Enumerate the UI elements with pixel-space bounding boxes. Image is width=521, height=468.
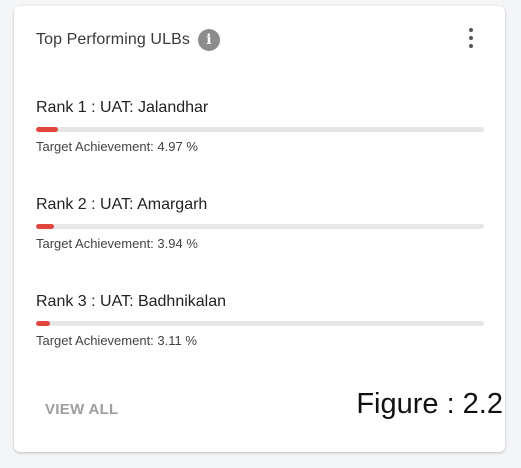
progress-fill [36, 127, 59, 132]
progress-track [36, 321, 484, 326]
more-dot [469, 28, 473, 32]
view-all-button[interactable]: VIEW ALL [45, 401, 119, 418]
target-achievement: Target Achievement: 4.97 % [36, 139, 198, 154]
rank-item-1: Rank 1 : UAT: Jalandhar Target Achieveme… [36, 98, 484, 156]
more-dot [469, 44, 473, 48]
rank-item-2: Rank 2 : UAT: Amargarh Target Achievemen… [36, 195, 484, 253]
progress-track [36, 224, 484, 229]
card-header: Top Performing ULBs i [36, 28, 220, 52]
progress-fill [36, 321, 50, 326]
target-achievement: Target Achievement: 3.94 % [36, 236, 198, 251]
card-title: Top Performing ULBs [36, 31, 190, 48]
rank-title: Rank 1 : UAT: Jalandhar [36, 99, 209, 116]
target-achievement: Target Achievement: 3.11 % [36, 333, 197, 348]
progress-track [36, 127, 484, 132]
more-dot [469, 36, 473, 40]
rank-item-3: Rank 3 : UAT: Badhnikalan Target Achieve… [36, 292, 484, 350]
info-icon[interactable]: i [197, 29, 220, 51]
rank-title: Rank 3 : UAT: Badhnikalan [36, 293, 227, 310]
figure-caption: Figure : 2.2 [356, 388, 503, 420]
progress-fill [36, 224, 54, 229]
top-performing-ulbs-card: Top Performing ULBs i Rank 1 : UAT: Jala… [14, 6, 505, 452]
more-vert-icon[interactable] [465, 28, 477, 48]
rank-title: Rank 2 : UAT: Amargarh [36, 196, 208, 213]
